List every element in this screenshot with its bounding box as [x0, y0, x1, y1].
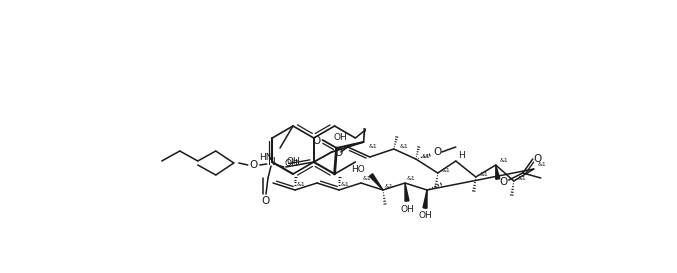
Text: O: O: [334, 148, 343, 158]
Text: OH: OH: [286, 158, 300, 167]
Text: &1: &1: [399, 144, 408, 149]
Text: OH: OH: [418, 212, 432, 221]
Text: O: O: [261, 196, 269, 206]
Text: O: O: [533, 154, 542, 164]
Polygon shape: [423, 190, 427, 208]
Text: OH: OH: [334, 133, 347, 143]
Text: &1: &1: [421, 155, 430, 159]
Text: &1: &1: [538, 162, 546, 167]
Text: OH: OH: [284, 159, 298, 168]
Polygon shape: [405, 183, 409, 201]
Text: O: O: [434, 147, 442, 157]
Text: &1: &1: [441, 168, 450, 173]
Text: H: H: [458, 150, 465, 159]
Text: &1: &1: [500, 158, 508, 162]
Text: O: O: [500, 177, 508, 187]
Text: &1: &1: [479, 171, 488, 177]
Text: OH: OH: [400, 204, 414, 213]
Text: O: O: [250, 160, 258, 170]
Text: N: N: [268, 157, 276, 167]
Text: &1: &1: [363, 176, 372, 180]
Text: &1: &1: [341, 182, 349, 188]
Text: &1: &1: [368, 144, 377, 149]
Text: O: O: [313, 136, 321, 146]
Text: &1: &1: [297, 182, 305, 186]
Polygon shape: [496, 165, 500, 179]
Polygon shape: [370, 174, 383, 190]
Text: HN: HN: [259, 153, 273, 162]
Text: &1: &1: [517, 176, 526, 180]
Text: HO: HO: [351, 165, 365, 174]
Text: &1: &1: [385, 185, 393, 189]
Text: &1: &1: [407, 176, 416, 180]
